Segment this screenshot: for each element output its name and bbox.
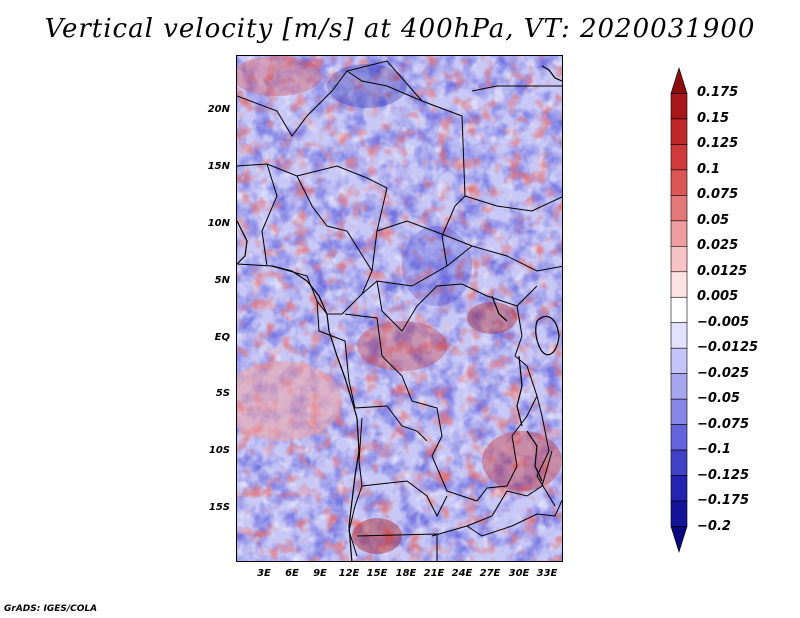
map-title: Vertical velocity [m/s] at 400hPa, VT: 2… — [44, 14, 756, 44]
colorbar-level-label: −0.05 — [697, 391, 740, 407]
positive-zone-east — [467, 302, 517, 334]
colorbar-bin — [670, 144, 688, 171]
lat-label-5n: 5N — [214, 275, 230, 286]
colorbar-bin — [670, 322, 688, 349]
great-lakes — [491, 295, 560, 482]
colorbar-level-label: −0.005 — [697, 314, 750, 330]
map-panel — [236, 55, 563, 562]
colorbar-level-label: 0.175 — [697, 85, 739, 101]
colorbar-level-label: 0.1 — [697, 161, 721, 177]
colorbar-level-label: 0.005 — [697, 289, 739, 305]
colorbar-level-label: 0.025 — [697, 238, 739, 254]
lat-label-20n: 20N — [207, 104, 230, 115]
lon-label-21e: 21E — [423, 568, 445, 579]
lat-label-15s: 15S — [208, 502, 230, 513]
lon-label-12e: 12E — [338, 568, 360, 579]
grads-credit: GrADS: IGES/COLA — [4, 604, 98, 614]
colorbar-bin — [670, 347, 688, 374]
colorbar-bin — [670, 246, 688, 273]
colorbar-bin — [670, 373, 688, 400]
colorbar-bin — [670, 398, 688, 425]
colorbar-level-label: 0.15 — [697, 110, 730, 126]
colorbar-level-label: −0.025 — [697, 365, 750, 381]
colorbar-level-label: 0.075 — [697, 187, 739, 203]
colorbar-bin — [670, 169, 688, 196]
colorbar-level-label: 0.05 — [697, 212, 730, 228]
colorbar-level-label: −0.125 — [697, 467, 750, 483]
colorbar-level-label: −0.0125 — [697, 340, 759, 356]
lat-label-eq: EQ — [214, 332, 230, 343]
positive-zone-north — [237, 56, 322, 96]
colorbar-bin — [670, 424, 688, 451]
colorbar-bin — [670, 296, 688, 324]
colorbar-bin — [670, 526, 688, 554]
negative-zone-north — [327, 64, 407, 108]
colorbar-bin — [670, 118, 688, 145]
lon-label-24e: 24E — [451, 568, 473, 579]
colorbar-level-label: −0.2 — [697, 518, 731, 534]
colorbar-bin — [670, 220, 688, 247]
colorbar-bin — [670, 271, 688, 298]
coastline — [237, 65, 562, 561]
lat-label-5s: 5S — [215, 388, 230, 399]
lon-label-9e: 9E — [313, 568, 327, 579]
colorbar-bin — [670, 195, 688, 222]
lat-label-15n: 15N — [207, 161, 230, 172]
lon-label-33e: 33E — [536, 568, 558, 579]
lon-label-30e: 30E — [508, 568, 530, 579]
colorbar-bin — [670, 66, 688, 94]
negative-zone-center — [402, 226, 472, 306]
colorbar-level-label: −0.075 — [697, 416, 750, 432]
positive-zone-south — [482, 431, 562, 491]
lon-label-3e: 3E — [257, 568, 271, 579]
colorbar-bin — [670, 449, 688, 476]
lon-label-6e: 6E — [285, 568, 299, 579]
lat-label-10n: 10N — [207, 218, 230, 229]
colorbar-bin — [670, 475, 688, 502]
lat-label-10s: 10S — [208, 445, 230, 456]
vertical-velocity-field — [237, 56, 562, 561]
colorbar — [670, 66, 688, 554]
political-borders — [237, 60, 562, 561]
colorbar-bin — [670, 500, 688, 527]
lon-label-27e: 27E — [479, 568, 501, 579]
field-white-texture — [237, 56, 562, 561]
positive-zone-gulf — [237, 361, 342, 441]
colorbar-bin — [670, 93, 688, 120]
positive-zone-congo — [357, 321, 447, 371]
colorbar-level-label: 0.125 — [697, 136, 739, 152]
colorbar-level-label: −0.175 — [697, 493, 750, 509]
lon-label-15e: 15E — [366, 568, 388, 579]
colorbar-level-label: −0.1 — [697, 442, 731, 458]
colorbar-level-label: 0.0125 — [697, 263, 748, 279]
lon-label-18e: 18E — [395, 568, 417, 579]
